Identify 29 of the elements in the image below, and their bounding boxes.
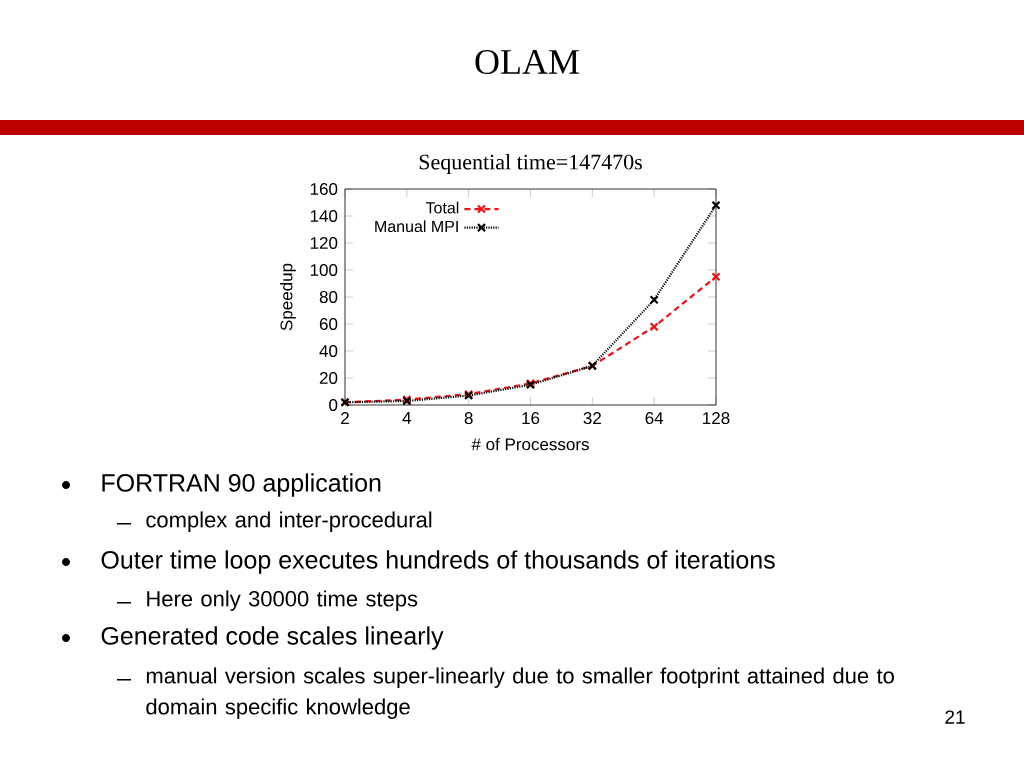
y-tick-label: 100 bbox=[310, 264, 338, 277]
x-tick-label: 4 bbox=[402, 412, 412, 424]
y-tick-label: 0 bbox=[329, 399, 338, 412]
legend-label: Manual MPI bbox=[375, 220, 458, 233]
y-tick-label: 120 bbox=[310, 237, 338, 250]
text: FORTRAN 90 application bbox=[102, 473, 381, 497]
y-axis-title: Speedup bbox=[279, 263, 296, 331]
text: complex and inter-procedural bbox=[146, 511, 432, 532]
x-tick-label: 8 bbox=[464, 412, 473, 425]
text: OLAM bbox=[475, 49, 579, 75]
text: 21 bbox=[945, 710, 965, 724]
x-tick-label: 16 bbox=[522, 412, 540, 425]
y-tick-label: 140 bbox=[310, 210, 338, 223]
legend-label: Total bbox=[425, 201, 459, 214]
y-tick-label: 20 bbox=[319, 372, 338, 385]
text: Outer time loop executes hundreds of thousands of iterations bbox=[101, 550, 775, 574]
y-tick-label: 160 bbox=[310, 183, 338, 196]
x-tick-label: 128 bbox=[703, 412, 730, 425]
x-tick-label: 2 bbox=[341, 412, 349, 424]
chart-title: Sequential time=147470s bbox=[419, 154, 642, 174]
x-tick-label: 64 bbox=[645, 412, 664, 425]
text: Here only 30000 time steps bbox=[147, 590, 418, 611]
text: Generated code scales linearly bbox=[101, 626, 444, 650]
x-tick-label: 32 bbox=[583, 412, 601, 425]
text: manual version scales super-linearly due to smaller footprint attained due to domain specific knowledge bbox=[146, 667, 894, 719]
y-tick-label: 80 bbox=[319, 291, 338, 304]
y-tick-label: 60 bbox=[319, 318, 338, 331]
x-axis-title: # of Processors bbox=[471, 437, 589, 451]
y-tick-label: 40 bbox=[319, 345, 338, 358]
